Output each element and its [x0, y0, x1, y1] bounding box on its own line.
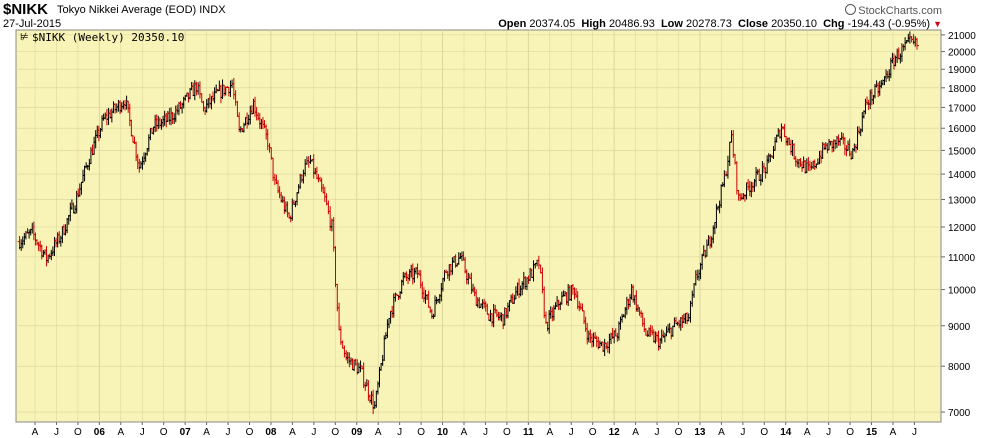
y-tick-label: 15000 — [948, 146, 976, 157]
x-tick-label: O — [589, 427, 597, 438]
y-tick-label: 8000 — [948, 362, 971, 373]
x-tick-label: O — [417, 427, 425, 438]
symbol-label: $NIKK — [3, 1, 49, 18]
x-tick-label: O — [331, 427, 339, 438]
legend-icon: ⊭ — [20, 32, 29, 43]
instrument-name: Tokyo Nikkei Average (EOD) INDX — [57, 4, 226, 16]
y-tick-label: 10000 — [948, 286, 976, 297]
x-tick-label: J — [912, 427, 917, 438]
x-tick-label: J — [569, 427, 574, 438]
x-tick-label: A — [718, 427, 725, 438]
ohlc-summary: Open 20374.05 High 20486.93 Low 20278.73… — [498, 18, 942, 30]
x-tick-label: 10 — [437, 427, 449, 438]
x-tick-label: J — [226, 427, 231, 438]
y-tick-label: 16000 — [948, 124, 976, 135]
close-label: Close — [738, 18, 768, 30]
exchange-label: INDX — [199, 4, 226, 16]
x-tick-label: O — [160, 427, 168, 438]
x-tick-label: J — [311, 427, 316, 438]
x-tick-label: 13 — [694, 427, 706, 438]
x-tick-label: 07 — [180, 427, 192, 438]
copyright-icon — [845, 4, 857, 15]
x-tick-label: J — [826, 427, 831, 438]
x-tick-label: 12 — [609, 427, 621, 438]
down-arrow-icon: ▼ — [933, 19, 942, 29]
quote-date: 27-Jul-2015 — [3, 18, 62, 30]
y-tick-label: 14000 — [948, 170, 976, 181]
y-tick-label: 7000 — [948, 408, 971, 419]
open-value: 20374.05 — [529, 18, 576, 30]
x-tick-label: A — [289, 427, 296, 438]
x-tick-label: A — [32, 427, 39, 438]
chg-label: Chg — [823, 18, 845, 30]
x-tick-label: J — [655, 427, 660, 438]
watermark-text: StockCharts.com — [858, 5, 942, 17]
y-tick-label: 20000 — [948, 48, 976, 59]
high-label: High — [581, 18, 606, 30]
x-tick-label: J — [397, 427, 402, 438]
y-tick-label: 18000 — [948, 84, 976, 95]
x-tick-label: O — [675, 427, 683, 438]
y-tick-label: 12000 — [948, 223, 976, 234]
x-tick-label: 06 — [94, 427, 106, 438]
y-tick-label: 19000 — [948, 65, 976, 76]
x-tick-label: 08 — [265, 427, 277, 438]
x-tick-label: A — [632, 427, 639, 438]
x-tick-label: 11 — [523, 427, 534, 438]
instrument-title: Tokyo Nikkei Average (EOD) — [57, 4, 197, 16]
x-tick-label: O — [74, 427, 82, 438]
x-tick-label: J — [140, 427, 145, 438]
y-tick-label: 17000 — [948, 103, 976, 114]
x-tick-label: A — [203, 427, 210, 438]
y-tick-label: 21000 — [948, 31, 976, 42]
x-tick-label: A — [461, 427, 468, 438]
x-tick-label: 14 — [780, 427, 792, 438]
y-axis: 7000 8000 9000 10000 11000 12000 13000 14000 150… — [941, 31, 976, 419]
low-label: Low — [660, 18, 683, 30]
x-tick-label: A — [890, 427, 897, 438]
x-tick-label: 09 — [351, 427, 363, 438]
x-tick-label: J — [54, 427, 59, 438]
high-value: 20486.93 — [608, 18, 655, 30]
plot-area — [15, 29, 942, 423]
x-axis: A J O 06 A J O 07 A J O 08 A J O 09 A J O 10 A J O 11 A J O 12 A J O 13… — [32, 422, 917, 438]
x-tick-label: J — [483, 427, 488, 438]
open-label: Open — [498, 18, 527, 30]
x-tick-label: O — [503, 427, 511, 438]
legend: ⊭ $NIKK (Weekly) 20350.10 — [20, 31, 184, 44]
y-tick-label: 9000 — [948, 322, 971, 333]
legend-label: $NIKK (Weekly) 20350.10 — [32, 31, 184, 44]
watermark: StockCharts.com — [845, 4, 942, 17]
x-tick-label: O — [846, 427, 854, 438]
x-tick-label: A — [375, 427, 382, 438]
x-tick-label: O — [246, 427, 254, 438]
ohlc-bar — [915, 37, 919, 50]
y-tick-label: 11000 — [948, 253, 976, 264]
low-value: 20278.73 — [686, 18, 732, 30]
x-tick-label: J — [740, 427, 745, 438]
x-tick-label: 15 — [866, 427, 878, 438]
y-tick-label: 13000 — [948, 196, 976, 207]
close-value: 20350.10 — [771, 18, 817, 30]
x-tick-label: O — [760, 427, 768, 438]
x-tick-label: A — [117, 427, 124, 438]
grid-lines — [16, 30, 941, 422]
x-tick-label: A — [804, 427, 811, 438]
x-tick-label: A — [546, 427, 553, 438]
ohlc-bars — [17, 31, 919, 415]
chg-value: -194.43 (-0.95%) — [847, 18, 931, 30]
